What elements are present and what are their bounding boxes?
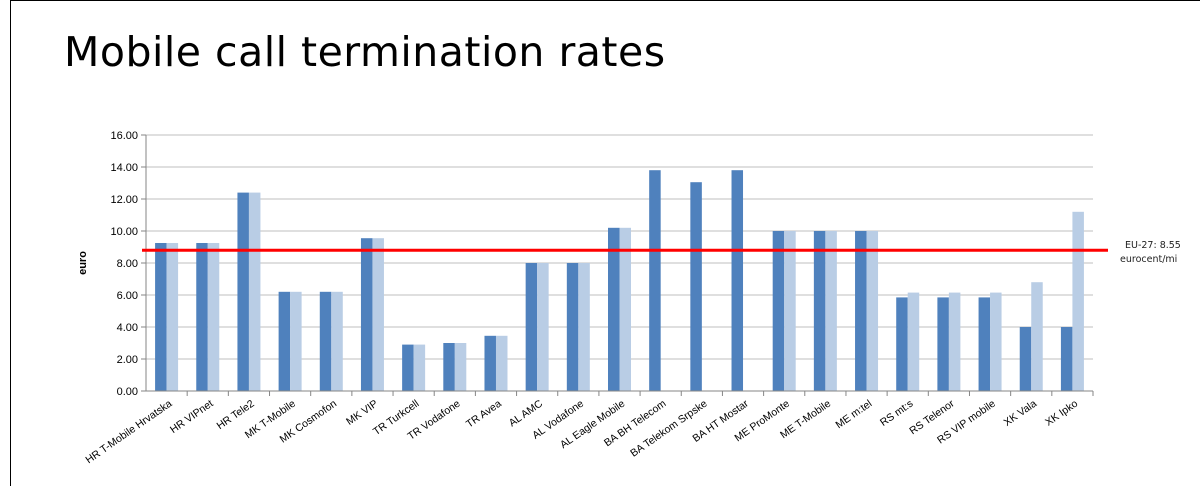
bar <box>402 344 414 391</box>
bar <box>990 292 1002 391</box>
y-tick-label: 8.00 <box>117 258 138 270</box>
bar <box>331 291 343 391</box>
bar <box>248 192 261 391</box>
bar <box>454 343 467 391</box>
y-tick-label: 16.00 <box>110 130 138 142</box>
x-tick-label: BA Telekom Srpske <box>628 398 709 460</box>
bar <box>566 263 579 391</box>
bar <box>495 335 508 391</box>
bar <box>731 170 744 391</box>
bar <box>608 227 620 391</box>
bar <box>372 238 384 391</box>
bar <box>413 344 426 391</box>
y-tick-label: 12.00 <box>110 194 138 206</box>
y-tick-label: 0.00 <box>117 386 138 398</box>
bar <box>360 238 373 391</box>
bar <box>278 291 291 391</box>
bar <box>948 292 961 391</box>
x-tick-label: TR Avea <box>464 398 504 431</box>
bar <box>1031 282 1043 391</box>
bar <box>207 243 220 391</box>
bar <box>866 231 879 391</box>
bar <box>290 291 302 391</box>
bar <box>907 292 920 391</box>
bar <box>443 343 455 391</box>
bar <box>578 263 590 391</box>
bar <box>484 335 496 391</box>
axes <box>141 134 1094 396</box>
bar <box>978 297 991 391</box>
x-tick-label: HR T-Mobile Hrvatska <box>83 398 174 467</box>
bar <box>937 297 949 391</box>
y-tick-label: 4.00 <box>117 322 138 334</box>
bar <box>537 263 549 391</box>
x-tick-label: RS mt:s <box>878 398 915 429</box>
bar <box>825 231 837 391</box>
bar <box>1072 211 1084 391</box>
bar <box>237 192 249 391</box>
bar <box>772 231 785 391</box>
y-tick-label: 10.00 <box>110 226 138 238</box>
bar <box>813 231 826 391</box>
bar <box>1019 327 1032 391</box>
y-tick-label: 2.00 <box>117 354 138 366</box>
y-tick-label: 14.00 <box>110 162 138 174</box>
bar <box>1060 327 1073 391</box>
bar <box>155 243 167 391</box>
reference-line-group: EU-27: 8.55 eurocent/mi <box>142 240 1181 265</box>
x-tick-label: XK Vala <box>1002 398 1039 429</box>
bar <box>319 291 332 391</box>
slide-frame <box>10 0 1200 486</box>
bar <box>784 231 796 391</box>
bar <box>855 231 867 391</box>
bar <box>896 297 908 391</box>
bar <box>619 227 631 391</box>
bar <box>166 243 179 391</box>
y-tick-label: 6.00 <box>117 290 138 302</box>
bar <box>649 170 661 391</box>
bar <box>525 263 538 391</box>
x-tick-label: HR VIPnet <box>168 398 216 436</box>
bars <box>155 170 1084 391</box>
x-tick-label: MK VIP <box>344 398 380 428</box>
bar <box>196 243 208 391</box>
x-tick-label: ME m:tel <box>833 398 874 432</box>
bar <box>690 182 702 391</box>
x-tick-label: XK Ipko <box>1043 398 1080 429</box>
reference-line-label-unit: eurocent/mi <box>1120 254 1177 265</box>
page-title: Mobile call termination rates <box>64 28 666 76</box>
y-axis-label: euro <box>77 251 89 275</box>
reference-line-label: EU-27: 8.55 <box>1125 240 1181 251</box>
